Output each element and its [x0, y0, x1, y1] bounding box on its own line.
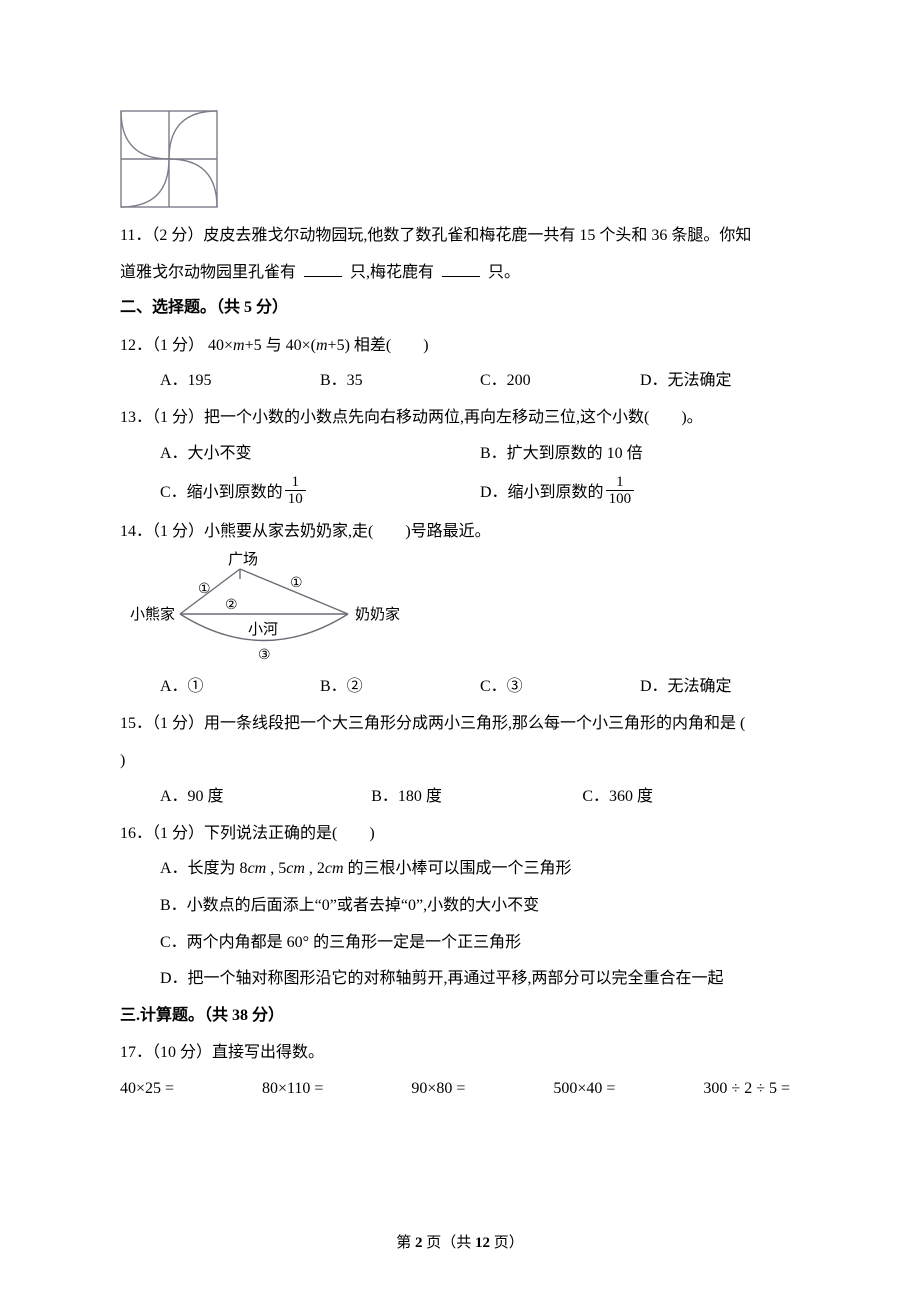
pinwheel-grid-icon: [120, 110, 218, 208]
q16-option-a[interactable]: A．长度为 8cm , 5cm , 2cm 的三根小棒可以围成一个三角形: [160, 851, 800, 888]
q12-options: A．195 B．35 C．200 D．无法确定: [120, 363, 800, 398]
q16-options: A．长度为 8cm , 5cm , 2cm 的三根小棒可以围成一个三角形 B．小…: [120, 851, 800, 998]
q11-text-a: 道雅戈尔动物园里孔雀有: [120, 264, 296, 281]
q11-line2: 道雅戈尔动物园里孔雀有 只,梅花鹿有 只。: [120, 255, 800, 290]
q14-options: A．① B．② C．③ D．无法确定: [120, 669, 800, 704]
q16-option-d[interactable]: D．把一个轴对称图形沿它的对称轴剪开,再通过平移,两部分可以完全重合在一起: [160, 961, 800, 998]
q12-option-b[interactable]: B．35: [320, 363, 480, 398]
label-circ1a: ①: [198, 582, 211, 597]
q13-d-num: 1: [606, 474, 635, 491]
q17-item-4: 500×40 =: [553, 1071, 615, 1106]
q12-option-a[interactable]: A．195: [160, 363, 320, 398]
footer-post: 页）: [490, 1235, 524, 1251]
q14-diagram: 广场 ① ① ② 小熊家 奶奶家 小河 ③: [120, 549, 800, 669]
q17-item-5: 300 ÷ 2 ÷ 5 =: [703, 1071, 790, 1106]
page: 11．（2 分）皮皮去雅戈尔动物园玩,他数了数孔雀和梅花鹿一共有 15 个头和 …: [0, 0, 920, 1302]
label-bear-home: 小熊家: [130, 606, 175, 623]
q13-options: A．大小不变 B．扩大到原数的 10 倍 C．缩小到原数的110 D．缩小到原数…: [120, 435, 800, 512]
q12-option-d[interactable]: D．无法确定: [640, 363, 800, 398]
q17-item-2: 80×110 =: [262, 1071, 323, 1106]
q11-blank-2[interactable]: [442, 262, 480, 277]
q15-option-c[interactable]: C．360 度: [582, 779, 793, 814]
q13-stem: 13．（1 分）把一个小数的小数点先向右移动两位,再向左移动三位,这个小数( )…: [120, 400, 800, 435]
q13-option-b[interactable]: B．扩大到原数的 10 倍: [480, 435, 800, 473]
q13-c-text: C．缩小到原数的: [160, 484, 283, 501]
q12-stem: 12．（1 分） 40×m+5 与 40×(m+5) 相差( ): [120, 328, 800, 363]
label-circ1b: ①: [290, 576, 303, 591]
q11-blank-1[interactable]: [304, 262, 342, 277]
footer-mid: 页（共: [422, 1235, 475, 1251]
label-river: 小河: [248, 621, 278, 638]
page-footer: 第 2 页（共 12 页）: [120, 1227, 800, 1260]
q13-c-num: 1: [285, 474, 306, 491]
q13-option-c[interactable]: C．缩小到原数的110: [160, 474, 480, 512]
footer-pre: 第: [396, 1235, 415, 1251]
q11-text-b: 只,梅花鹿有: [350, 264, 434, 281]
route-diagram-icon: 广场 ① ① ② 小熊家 奶奶家 小河 ③: [130, 549, 420, 669]
q17-stem: 17．（10 分）直接写出得数。: [120, 1035, 800, 1070]
q11-line1: 11．（2 分）皮皮去雅戈尔动物园玩,他数了数孔雀和梅花鹿一共有 15 个头和 …: [120, 218, 800, 253]
q11-text-c: 只。: [488, 264, 520, 281]
q14-option-a[interactable]: A．①: [160, 669, 320, 704]
q13-d-text: D．缩小到原数的: [480, 484, 604, 501]
q13-d-den: 100: [606, 490, 635, 508]
q15-stem-l2: ): [120, 743, 800, 778]
q17-item-1: 40×25 =: [120, 1071, 174, 1106]
q16-option-c[interactable]: C．两个内角都是 60° 的三角形一定是一个正三角形: [160, 925, 800, 962]
q13-option-d[interactable]: D．缩小到原数的1100: [480, 474, 800, 512]
label-circ2: ②: [225, 598, 238, 613]
section-3-title: 三.计算题。（共 38 分）: [120, 998, 800, 1033]
q14-option-d[interactable]: D．无法确定: [640, 669, 800, 704]
section-2-title: 二、选择题。（共 5 分）: [120, 290, 800, 325]
q16-option-b[interactable]: B．小数点的后面添上“0”或者去掉“0”,小数的大小不变: [160, 888, 800, 925]
q13-c-den: 10: [285, 490, 306, 508]
q14-option-c[interactable]: C．③: [480, 669, 640, 704]
q15-stem-l1: 15．（1 分）用一条线段把一个大三角形分成两小三角形,那么每一个小三角形的内角…: [120, 706, 800, 741]
q13-c-fraction: 110: [285, 474, 306, 508]
footer-total: 12: [475, 1235, 490, 1251]
label-plaza: 广场: [228, 551, 258, 568]
q15-options: A．90 度 B．180 度 C．360 度: [120, 779, 800, 814]
q10-figure: [120, 110, 800, 208]
q12-option-c[interactable]: C．200: [480, 363, 640, 398]
q14-stem: 14．（1 分）小熊要从家去奶奶家,走( )号路最近。: [120, 514, 800, 549]
q15-option-b[interactable]: B．180 度: [371, 779, 582, 814]
q17-item-3: 90×80 =: [411, 1071, 465, 1106]
q13-d-fraction: 1100: [606, 474, 635, 508]
q14-option-b[interactable]: B．②: [320, 669, 480, 704]
q13-option-a[interactable]: A．大小不变: [160, 435, 480, 473]
q15-option-a[interactable]: A．90 度: [160, 779, 371, 814]
label-grandma: 奶奶家: [355, 606, 400, 623]
label-circ3: ③: [258, 648, 271, 663]
q16-stem: 16．（1 分）下列说法正确的是( ): [120, 816, 800, 851]
q17-items: 40×25 = 80×110 = 90×80 = 500×40 = 300 ÷ …: [120, 1071, 800, 1106]
